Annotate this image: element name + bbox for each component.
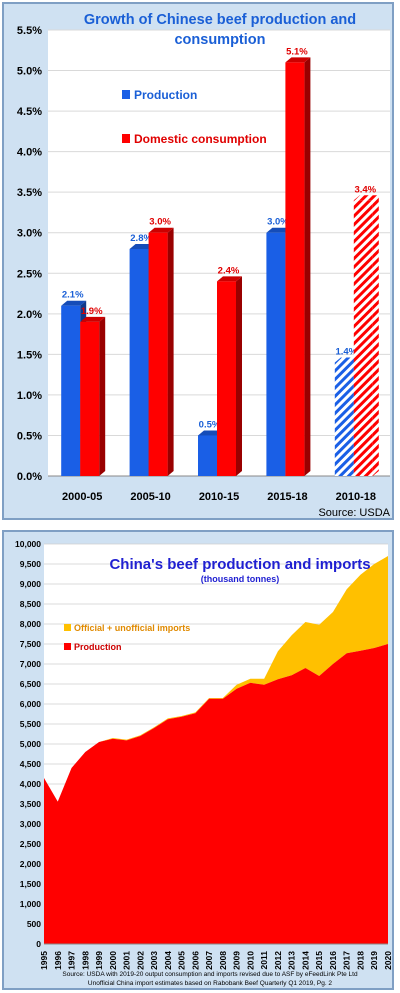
y-tick-label: 5.5%: [17, 25, 42, 37]
y-tick-label: 3.5%: [17, 187, 42, 199]
bar-chart: 0.0% 0.5% 1.0% 1.5% 2.0% 2.5% 3.0% 3.5% 4.0% 4.5%…: [17, 12, 391, 519]
y-tick-label: 4,000: [20, 779, 42, 789]
y-tick-label: 8,000: [20, 619, 42, 629]
data-label: 5.1%: [286, 46, 308, 57]
data-label: 2.4%: [218, 265, 240, 276]
y-tick-label: 6,000: [20, 699, 42, 709]
x-tick-label: 1997: [67, 951, 77, 970]
bar-consumption: [285, 57, 311, 476]
data-label: 1.9%: [81, 306, 103, 317]
y-tick-label: 5.0%: [17, 66, 42, 78]
y-tick-label: 1.0%: [17, 390, 42, 402]
y-tick-label: 9,000: [20, 579, 42, 589]
x-tick-label: 2016: [328, 951, 338, 970]
area-chart-panel: 0 500 1,000 1,500 2,000 2,500 3,000 3,500 4,000 4…: [2, 530, 394, 990]
x-tick-label: 2003: [149, 951, 159, 970]
y-tick-label: 500: [27, 919, 41, 929]
y-tick-label: 3.0%: [17, 228, 42, 240]
legend-swatch: [122, 90, 130, 99]
x-tick-label: 2001: [122, 951, 132, 970]
data-label: 1.4%: [335, 346, 357, 357]
x-tick-label: 2010: [245, 951, 255, 970]
chart-title: China's beef production and imports: [109, 556, 370, 573]
x-tick-label: 2020: [383, 951, 393, 970]
y-tick-label: 8,500: [20, 599, 42, 609]
x-tick-label: 2005: [177, 951, 187, 970]
x-tick-label: 2008: [218, 951, 228, 970]
y-tick-label: 4.0%: [17, 147, 42, 159]
y-tick-label: 6,500: [20, 679, 42, 689]
x-tick-label: 2006: [190, 951, 200, 970]
y-tick-label: 5,000: [20, 739, 42, 749]
source-note: Source: USDA: [318, 507, 390, 519]
y-tick-label: 2.0%: [17, 309, 42, 321]
y-tick-label: 5,500: [20, 719, 42, 729]
y-tick-label: 4,500: [20, 759, 42, 769]
y-tick-label: 9,500: [20, 559, 42, 569]
y-tick-label: 2,000: [20, 859, 42, 869]
y-tick-label: 4.5%: [17, 106, 42, 118]
source-note: Unofficial China import estimates based …: [88, 980, 333, 987]
y-tick-label: 2.5%: [17, 268, 42, 280]
legend-label: Production: [74, 642, 122, 652]
bar-consumption: [217, 276, 242, 476]
x-tick-label: 2017: [342, 951, 352, 970]
x-tick-label: 2000-05: [62, 491, 102, 503]
data-label: 2.8%: [130, 233, 152, 244]
y-tick-label: 3,500: [20, 799, 42, 809]
bar-chart-panel: 0.0% 0.5% 1.0% 1.5% 2.0% 2.5% 3.0% 3.5% 4.0% 4.5%…: [2, 2, 394, 520]
data-label: 0.5%: [199, 419, 221, 430]
x-tick-label: 2014: [300, 951, 310, 970]
legend-label: Official + unofficial imports: [74, 623, 190, 633]
chart-title: Growth of Chinese beef production and: [84, 12, 356, 28]
chart-subtitle: (thousand tonnes): [201, 574, 280, 584]
x-tick-label: 2011: [259, 951, 269, 970]
area-chart: 0 500 1,000 1,500 2,000 2,500 3,000 3,500 4,000 4…: [15, 539, 393, 987]
data-label: 2.1%: [62, 290, 84, 301]
bar-consumption: [148, 227, 174, 476]
x-tick-label: 2010-15: [199, 491, 239, 503]
y-tick-label: 2,500: [20, 839, 42, 849]
x-tick-label: 2004: [163, 951, 173, 970]
y-tick-label: 7,500: [20, 639, 42, 649]
x-tick-label: 2013: [287, 951, 297, 970]
x-tick-label: 2000: [108, 951, 118, 970]
bar-consumption: [80, 316, 106, 476]
x-tick-label: 2010-18: [336, 491, 376, 503]
legend-swatch: [64, 643, 71, 650]
x-tick-label: 2019: [369, 951, 379, 970]
data-label: 3.0%: [149, 217, 171, 228]
x-tick-label: 2012: [273, 951, 283, 970]
y-tick-label: 7,000: [20, 659, 42, 669]
y-tick-label: 0.0%: [17, 471, 42, 483]
chart-title: consumption: [174, 32, 265, 48]
data-label: 3.4%: [354, 184, 376, 195]
x-tick-label: 1999: [94, 951, 104, 970]
legend-swatch: [122, 134, 130, 143]
x-tick-label: 2015: [314, 951, 324, 970]
data-label: 3.0%: [267, 217, 289, 228]
x-tick-label: 2018: [355, 951, 365, 970]
y-tick-label: 0.5%: [17, 430, 42, 442]
source-note: Source: USDA with 2019-20 output consump…: [62, 971, 358, 978]
y-tick-label: 1,000: [20, 899, 42, 909]
x-tick-label: 1998: [80, 951, 90, 970]
legend-label: Production: [134, 88, 197, 102]
legend-swatch: [64, 624, 71, 631]
x-tick-label: 2007: [204, 951, 214, 970]
x-tick-label: 1995: [39, 951, 49, 970]
y-tick-label: 0: [36, 939, 41, 949]
x-tick-label: 2009: [232, 951, 242, 970]
x-tick-label: 2005-10: [130, 491, 170, 503]
y-tick-label: 10,000: [15, 539, 41, 549]
legend-label: Domestic consumption: [134, 132, 267, 146]
y-tick-label: 3,000: [20, 819, 42, 829]
y-tick-label: 1,500: [20, 879, 42, 889]
x-tick-label: 2015-18: [267, 491, 307, 503]
x-tick-label: 2002: [135, 951, 145, 970]
area-production: [44, 644, 388, 944]
bar-consumption: [353, 195, 379, 477]
y-tick-label: 1.5%: [17, 349, 42, 361]
x-tick-label: 1996: [53, 951, 63, 970]
